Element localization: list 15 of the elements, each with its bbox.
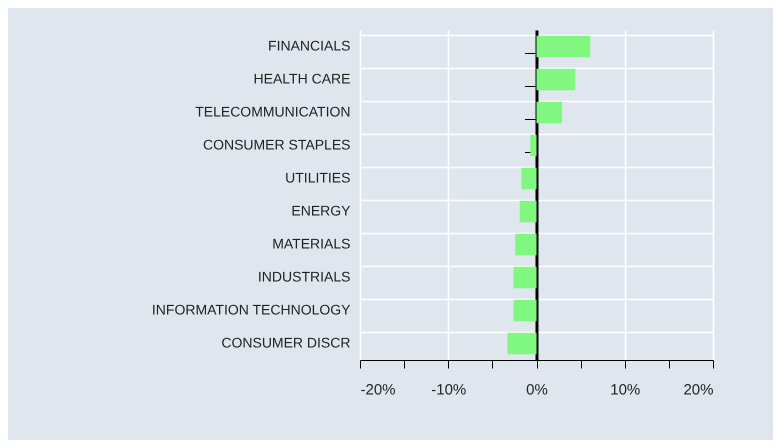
y-tick-label: UTILITIES <box>285 170 350 186</box>
y-tick-label: TELECOMMUNICATION <box>195 104 350 120</box>
y-tick-label: CONSUMER STAPLES <box>202 136 350 152</box>
x-tick-label: 20% <box>683 382 714 398</box>
y-tick-label: HEALTH CARE <box>254 70 350 86</box>
y-tick-label: CONSUMER DISCR <box>221 334 350 350</box>
y-tick-label: INDUSTRIALS <box>258 268 350 284</box>
y-tick-label: FINANCIALS <box>268 38 350 54</box>
y-tick-label: MATERIALS <box>272 236 350 252</box>
x-tick-label: 0% <box>526 382 548 398</box>
y-tick-label: INFORMATION TECHNOLOGY <box>152 302 352 318</box>
x-tick-label: -20% <box>360 382 396 398</box>
y-tick-label: ENERGY <box>291 202 352 218</box>
x-tick-label: 10% <box>610 382 640 398</box>
x-tick-label: -10% <box>431 382 466 398</box>
